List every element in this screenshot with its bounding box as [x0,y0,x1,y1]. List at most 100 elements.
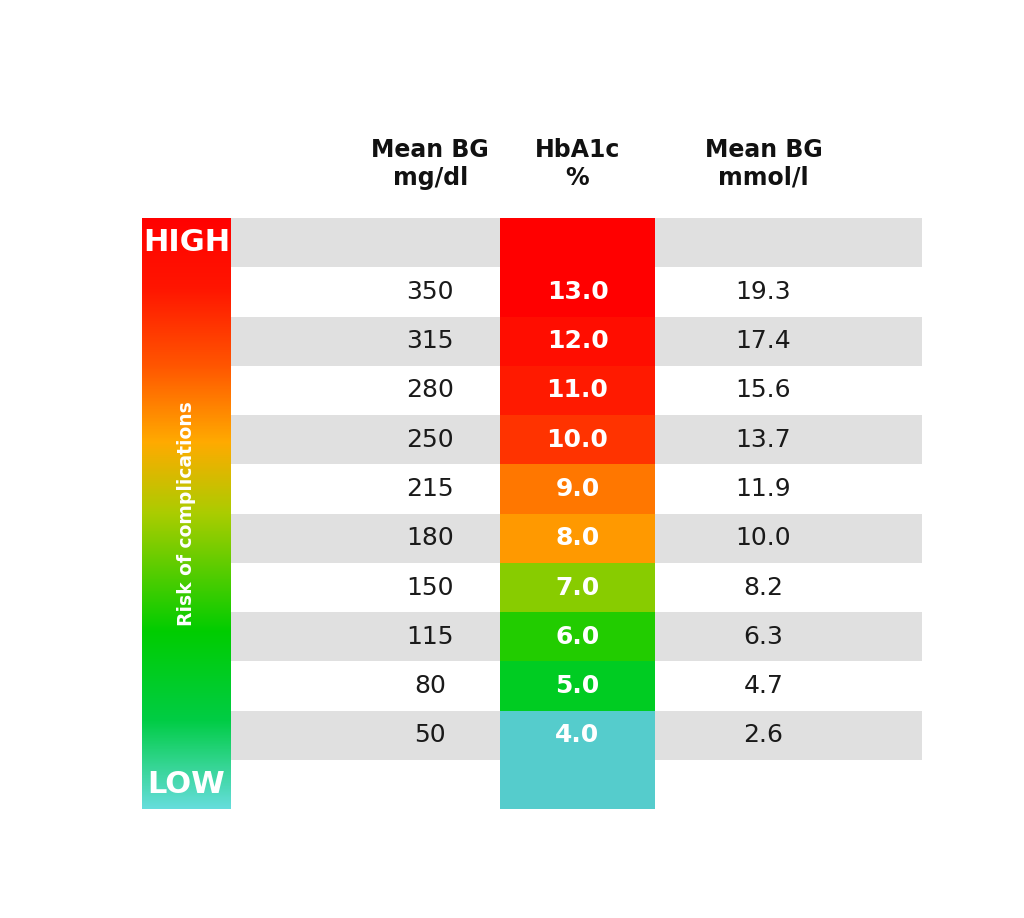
Bar [142,784,231,785]
Bar [142,573,231,574]
Bar [142,700,231,701]
Bar [142,463,231,465]
Bar [142,671,231,673]
Bar [142,676,231,677]
Bar [142,662,231,663]
Bar [142,791,231,792]
Bar [142,325,231,326]
Bar [142,428,231,429]
Bar [142,527,231,529]
Bar [142,404,231,405]
Bar [142,508,231,509]
Bar [142,576,231,577]
Bar [142,227,231,228]
Bar [142,425,231,427]
Bar [142,223,231,224]
Bar [142,621,231,622]
Bar [142,441,231,442]
Bar [142,459,231,461]
Bar [142,583,231,584]
Bar [142,643,231,644]
Bar [142,477,231,479]
Bar [142,392,231,393]
Bar [142,571,231,572]
Bar [142,681,231,682]
Bar [142,443,231,444]
Bar [142,723,231,724]
Bar [142,724,231,725]
Bar [142,239,231,241]
Bar [142,495,231,496]
Bar [142,263,231,264]
Bar [142,547,231,548]
Bar [142,283,231,284]
Bar [142,447,231,448]
Bar [142,664,231,666]
Bar [142,666,231,667]
Bar [142,553,231,554]
Bar [142,726,231,727]
Bar [142,772,231,773]
Bar [142,592,231,593]
Bar [142,557,231,559]
Bar [142,316,231,317]
Bar [142,661,231,662]
Text: 115: 115 [407,625,454,649]
Bar [142,603,231,604]
Bar [142,728,231,730]
Bar [142,341,231,342]
Bar [500,365,655,415]
Bar [142,574,231,575]
Text: 215: 215 [407,477,454,501]
Bar [142,588,231,589]
Bar [142,755,231,756]
Bar [142,659,231,660]
Bar [142,623,231,624]
Bar [142,457,231,458]
Bar [142,510,231,511]
Bar [142,636,231,637]
Bar [142,291,231,292]
Bar [142,751,231,752]
Text: 50: 50 [415,723,446,747]
Bar [142,362,231,363]
Bar [142,219,231,221]
Bar [142,417,231,418]
Bar [142,521,231,522]
Bar [142,595,231,596]
Bar [142,248,231,249]
Bar [142,292,231,294]
Bar [142,411,231,412]
Bar [142,268,231,269]
Bar [142,459,231,460]
Bar [142,322,231,324]
Bar [142,537,231,538]
Bar [142,656,231,658]
Bar [142,509,231,510]
Bar [142,534,231,536]
Bar [142,472,231,473]
Bar [142,594,231,595]
Bar [142,504,231,505]
Bar [142,352,231,353]
Bar [142,579,231,580]
Bar [142,652,231,653]
Bar [142,277,231,278]
Bar [142,586,231,587]
Bar [142,633,231,635]
Bar [142,546,231,547]
Bar [142,674,231,675]
Bar [142,278,231,279]
Bar [142,240,231,241]
Bar [142,729,231,730]
Bar [142,665,231,666]
Bar [142,704,231,705]
Bar [142,670,231,671]
Bar [142,246,231,247]
Bar [142,620,231,621]
Bar [142,669,231,670]
Bar [142,450,231,451]
Bar [142,587,231,588]
Bar [142,557,231,558]
Bar [142,367,231,368]
